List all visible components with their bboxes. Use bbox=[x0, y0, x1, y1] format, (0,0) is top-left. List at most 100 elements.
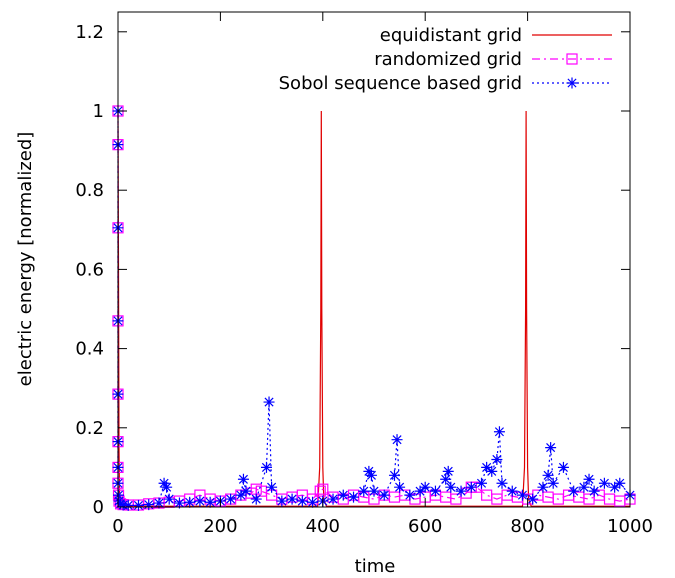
data-point bbox=[491, 453, 503, 465]
data-point bbox=[486, 465, 498, 477]
x-tick-label: 200 bbox=[203, 516, 237, 537]
x-tick-label: 1000 bbox=[607, 516, 653, 537]
data-point bbox=[527, 493, 539, 505]
x-tick-label: 0 bbox=[112, 516, 123, 537]
series-layer bbox=[112, 105, 636, 511]
data-point bbox=[194, 495, 206, 507]
data-point bbox=[442, 465, 454, 477]
data-point bbox=[378, 489, 390, 501]
data-point bbox=[132, 499, 144, 511]
data-point bbox=[266, 481, 278, 493]
legend-label: equidistant grid bbox=[380, 25, 522, 46]
data-point bbox=[358, 485, 370, 497]
data-point bbox=[440, 491, 452, 503]
series-line bbox=[117, 111, 631, 506]
y-tick-label: 0.8 bbox=[75, 180, 104, 201]
data-point bbox=[250, 493, 262, 505]
series-2 bbox=[112, 105, 636, 511]
data-point bbox=[240, 485, 252, 497]
data-point bbox=[414, 485, 426, 497]
data-point bbox=[365, 469, 377, 481]
data-point bbox=[557, 461, 569, 473]
data-point bbox=[537, 481, 549, 493]
data-point bbox=[388, 491, 401, 503]
data-point bbox=[476, 477, 488, 489]
data-point bbox=[204, 496, 216, 508]
data-point bbox=[429, 485, 441, 497]
x-tick-label: 800 bbox=[510, 516, 544, 537]
y-tick-label: 1 bbox=[93, 101, 104, 122]
data-point bbox=[163, 493, 175, 505]
y-axis-label: electric energy [normalized] bbox=[15, 132, 36, 387]
data-point bbox=[493, 426, 505, 438]
data-point bbox=[394, 481, 406, 493]
legend-label: randomized grid bbox=[374, 49, 522, 70]
y-tick-label: 0 bbox=[93, 497, 104, 518]
data-point bbox=[158, 477, 170, 489]
data-point bbox=[568, 485, 580, 497]
data-point bbox=[588, 485, 600, 497]
data-point bbox=[327, 493, 339, 505]
data-point bbox=[173, 497, 185, 509]
data-point bbox=[314, 485, 326, 497]
legend-marker bbox=[566, 53, 578, 65]
data-point bbox=[388, 469, 400, 481]
y-tick-label: 0.6 bbox=[75, 259, 104, 280]
data-point bbox=[450, 493, 462, 505]
x-axis-label: time bbox=[355, 556, 396, 577]
data-point bbox=[363, 465, 375, 477]
series-line bbox=[117, 111, 631, 506]
axes-layer: 0 200 400 600 800 1000 0 0.2 0.4 0.6 0.8 1 1.2 bbox=[75, 11, 653, 537]
data-point bbox=[465, 481, 477, 493]
data-point bbox=[583, 473, 595, 485]
data-point bbox=[161, 481, 173, 493]
plot-frame bbox=[117, 11, 631, 508]
data-point bbox=[481, 461, 493, 473]
y-tick-label: 0.4 bbox=[75, 339, 104, 360]
x-tick-label: 400 bbox=[306, 516, 340, 537]
y-tick-label: 1.2 bbox=[75, 22, 104, 43]
data-point bbox=[143, 499, 155, 511]
data-point bbox=[237, 473, 249, 485]
data-point bbox=[578, 481, 590, 493]
data-point bbox=[419, 481, 431, 493]
data-point bbox=[516, 489, 528, 501]
data-point bbox=[391, 434, 403, 446]
data-point bbox=[184, 496, 196, 508]
data-point bbox=[296, 495, 308, 507]
y-tick-label: 0.2 bbox=[75, 418, 104, 439]
data-point bbox=[235, 489, 247, 501]
data-point bbox=[260, 461, 272, 473]
series-1 bbox=[117, 110, 630, 507]
data-point bbox=[481, 489, 493, 501]
x-tick-label: 600 bbox=[408, 516, 442, 537]
series-3 bbox=[112, 105, 636, 511]
data-point bbox=[115, 498, 127, 510]
data-point bbox=[276, 495, 288, 507]
data-point bbox=[583, 493, 595, 505]
data-point bbox=[445, 481, 457, 493]
data-point bbox=[348, 491, 360, 503]
data-point bbox=[455, 485, 467, 497]
data-point bbox=[440, 473, 452, 485]
data-point bbox=[506, 485, 518, 497]
data-point bbox=[542, 469, 554, 481]
series-line bbox=[117, 110, 630, 507]
data-point bbox=[545, 442, 557, 454]
data-point bbox=[122, 499, 134, 511]
data-point bbox=[286, 493, 298, 505]
data-point bbox=[307, 496, 319, 508]
data-point bbox=[496, 477, 508, 489]
data-point bbox=[598, 477, 610, 489]
legend: equidistant grid randomized grid Sobol seq… bbox=[279, 25, 612, 94]
data-point bbox=[263, 396, 275, 408]
legend-marker bbox=[566, 77, 578, 89]
data-point bbox=[368, 485, 380, 497]
data-point bbox=[337, 489, 349, 501]
data-point bbox=[113, 489, 125, 501]
data-point bbox=[609, 481, 621, 493]
data-point bbox=[225, 493, 237, 505]
data-point bbox=[153, 497, 165, 509]
legend-label: Sobol sequence based grid bbox=[279, 73, 522, 94]
